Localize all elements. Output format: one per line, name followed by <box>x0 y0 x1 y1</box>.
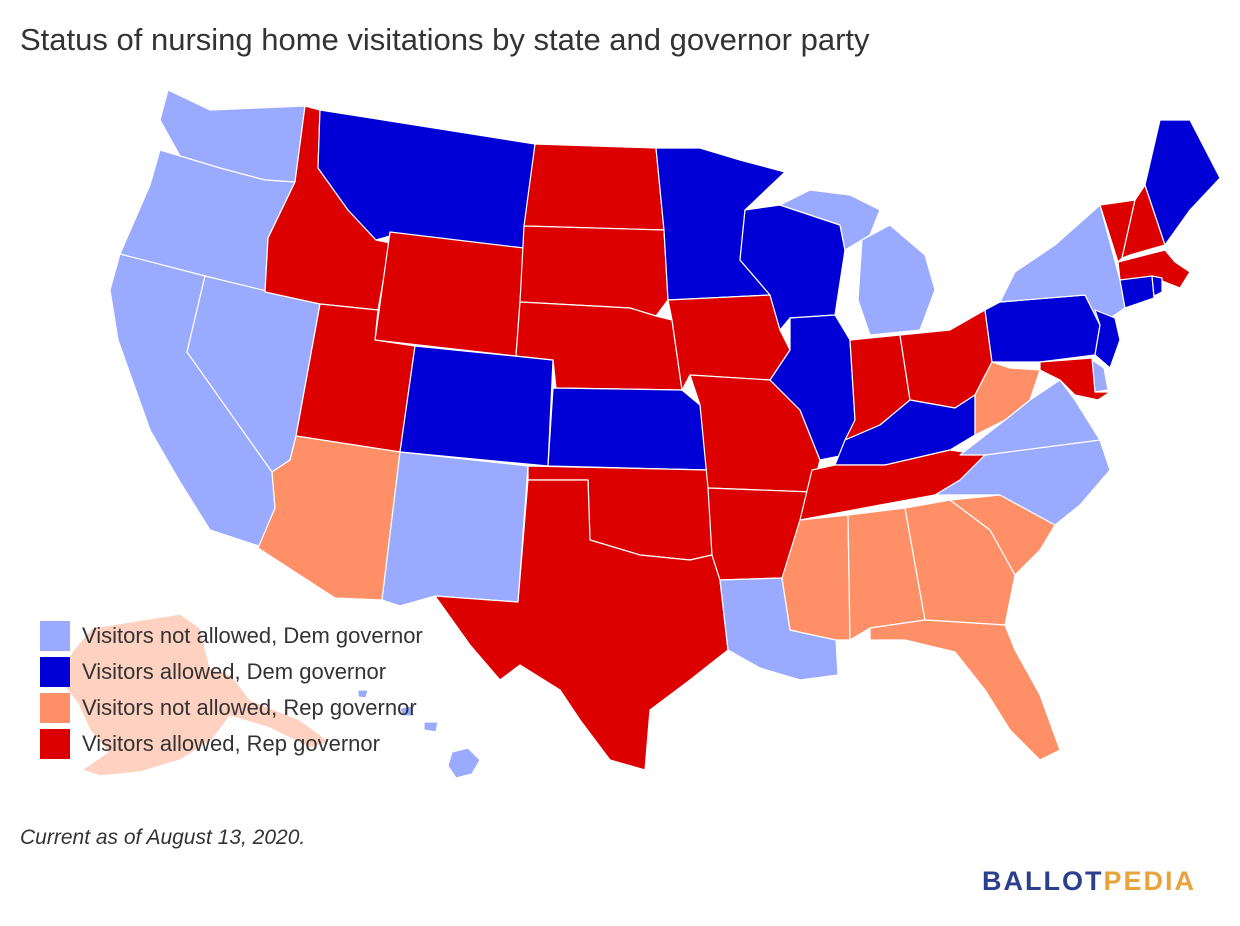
ballotpedia-logo[interactable]: BALLOTPEDIA <box>982 866 1196 897</box>
state-tx[interactable] <box>434 479 729 771</box>
state-il[interactable] <box>769 314 856 461</box>
state-ia[interactable] <box>667 294 791 391</box>
legend-label: Visitors not allowed, Dem governor <box>82 623 423 648</box>
state-nh[interactable] <box>1121 184 1166 259</box>
legend-item-dem-not-allowed: Visitors not allowed, Dem governor <box>40 618 423 654</box>
state-md[interactable] <box>1039 357 1111 401</box>
state-sd[interactable] <box>519 225 669 317</box>
legend-swatch <box>40 693 70 723</box>
state-hi[interactable] <box>357 689 481 779</box>
state-ct[interactable] <box>1119 275 1155 309</box>
legend-swatch <box>40 657 70 687</box>
state-co[interactable] <box>399 345 554 467</box>
legend-item-rep-allowed: Visitors allowed, Rep governor <box>40 726 423 762</box>
legend-label: Visitors allowed, Rep governor <box>82 731 380 756</box>
legend-item-dem-allowed: Visitors allowed, Dem governor <box>40 654 423 690</box>
legend-label: Visitors not allowed, Rep governor <box>82 695 417 720</box>
legend-swatch <box>40 729 70 759</box>
logo-part-pedia: PEDIA <box>1103 866 1197 896</box>
state-nd[interactable] <box>523 143 665 231</box>
state-ri[interactable] <box>1151 275 1163 297</box>
legend-swatch <box>40 621 70 651</box>
legend-item-rep-not-allowed: Visitors not allowed, Rep governor <box>40 690 423 726</box>
state-nc[interactable] <box>934 439 1111 526</box>
state-fl[interactable] <box>869 619 1061 761</box>
state-nm[interactable] <box>381 451 529 607</box>
state-wv[interactable] <box>974 361 1041 436</box>
footnote: Current as of August 13, 2020. <box>20 826 306 849</box>
state-wy[interactable] <box>374 231 525 357</box>
legend-label: Visitors allowed, Dem governor <box>82 659 387 684</box>
state-ak[interactable] <box>59 613 331 777</box>
state-me[interactable] <box>1144 119 1221 246</box>
state-mi[interactable] <box>779 189 936 336</box>
logo-part-ballot: BALLOT <box>982 866 1104 896</box>
map-title: Status of nursing home visitations by st… <box>20 22 870 57</box>
state-nj[interactable] <box>1094 309 1121 369</box>
legend: Visitors not allowed, Dem governor Visit… <box>40 618 423 762</box>
state-pa[interactable] <box>984 294 1101 363</box>
state-ks[interactable] <box>547 387 709 471</box>
